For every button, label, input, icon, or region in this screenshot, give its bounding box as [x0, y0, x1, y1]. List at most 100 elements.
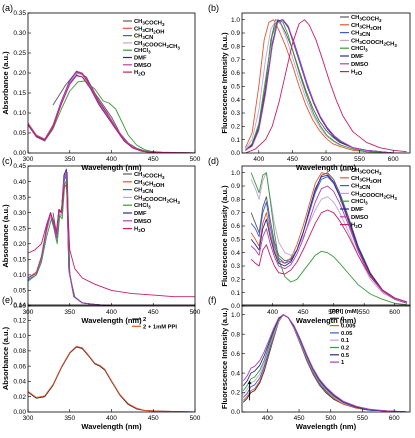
- x-tick-label: 550: [354, 156, 365, 163]
- series-line-chcl3: [250, 172, 407, 306]
- series-line-1: [242, 314, 407, 412]
- x-tick-label: 500: [190, 156, 201, 163]
- x-tick-label: 400: [106, 415, 117, 422]
- series-line-ch3cooch2ch3: [250, 172, 408, 304]
- legend-label: CH3COOCH2CH3: [134, 195, 180, 205]
- legend-label: 0.5: [341, 353, 350, 359]
- legend-label: CH3CH2OH: [351, 23, 381, 32]
- y-tick-label: 0.1: [231, 290, 240, 297]
- x-axis-label: Wavelength (nm): [296, 422, 357, 431]
- y-tick-label: 0.05: [13, 130, 26, 137]
- y-tick-label: 0.8: [231, 331, 240, 338]
- panel-label: (d): [208, 156, 219, 166]
- x-tick-label: 300: [23, 415, 34, 422]
- x-axis-label: Wavelength (nm): [296, 163, 357, 172]
- x-tick-label: 600: [388, 156, 399, 163]
- y-tick-label: 0.20: [13, 70, 26, 77]
- x-tick-label: 500: [321, 156, 332, 163]
- legend-label: CH3CH2OH: [134, 26, 164, 35]
- x-tick-label: 450: [148, 309, 159, 316]
- y-tick-label: 0.2: [231, 277, 240, 284]
- y-tick-label: 0.5: [231, 237, 240, 244]
- x-tick-label: 400: [267, 309, 278, 316]
- plot-frame: [241, 165, 411, 307]
- y-tick-label: 0.04: [13, 379, 26, 386]
- y-tick-label: 0.0: [231, 303, 240, 310]
- legend-label: CH3COCH3: [134, 172, 165, 180]
- legend-label: 2: [143, 317, 146, 323]
- y-tick-label: 0.0: [231, 409, 240, 416]
- series-line-ch3coch3: [52, 171, 195, 306]
- x-tick-label: 450: [287, 156, 298, 163]
- y-tick-label: 0.30: [13, 30, 26, 37]
- legend-label: CH3CN: [351, 31, 370, 39]
- x-tick-label: 350: [64, 156, 75, 163]
- y-tick-label: 0.8: [231, 44, 240, 51]
- x-tick-label: 350: [64, 415, 75, 422]
- legend-label: DMF: [351, 207, 364, 213]
- chart-panel-e: (e) 300 350 400 450 500 0.00 0.02 0.04 0.06 0.08 0.…: [1, 295, 201, 431]
- series-line-chcl3: [28, 80, 195, 153]
- legend-label: DMF: [134, 211, 147, 217]
- y-tick-label: 0.40: [13, 179, 26, 186]
- y-tick-label: 0.15: [13, 257, 26, 264]
- y-tick-label: 0.00: [13, 409, 26, 416]
- series-line-2: [28, 346, 195, 412]
- series-line-ch3cn: [28, 74, 195, 153]
- series-line-chcl3: [245, 19, 407, 153]
- series-line-ch3ch2oh: [28, 171, 195, 306]
- chart-panel-d: (d) 400 450 500 550 600 0.0 0.1 0.2 0.3 0.4 0.5 0.6 0…: [208, 156, 411, 325]
- series-line-dmf: [28, 71, 195, 153]
- y-tick-label: 0.6: [231, 351, 240, 358]
- y-tick-label: 0.4: [231, 370, 240, 377]
- plot-area: [242, 314, 407, 412]
- series-line-h2o: [28, 184, 195, 298]
- x-tick-label: 500: [325, 415, 336, 422]
- plot-area: [28, 168, 195, 306]
- legend: CH3COCH3CH3CH2OHCH3CNCH3COOCH2CH3CHCl3DM…: [340, 168, 397, 230]
- plot-frame: [27, 12, 196, 154]
- legend-label: H2O: [134, 70, 146, 78]
- x-axis-label: Wavelength (nm): [81, 163, 142, 172]
- series-line-dmso: [250, 185, 408, 304]
- legend-label: CH3CN: [134, 188, 153, 196]
- x-axis-label: Wavelength (nm): [81, 422, 142, 431]
- y-tick-label: 0.02: [13, 394, 26, 401]
- y-tick-label: 0.9: [231, 30, 240, 37]
- legend-label: DMSO: [134, 63, 152, 69]
- series-line-ch3ch2oh: [28, 70, 195, 153]
- y-tick-label: 1.0: [231, 312, 240, 319]
- x-tick-label: 450: [148, 415, 159, 422]
- y-tick-label: 0.2: [231, 124, 240, 131]
- y-axis-label: Absorbance (a.u.): [1, 326, 10, 390]
- series-line-dmf: [250, 174, 408, 303]
- legend: CH3COCH3CH3CH2OHCH3CNCH3COOCH2CH3CHCl3DM…: [340, 15, 397, 77]
- x-axis-label: Wavelength (nm): [296, 316, 357, 325]
- y-axis-label: Absorbance (a.u.): [1, 204, 10, 268]
- y-tick-label: 0.35: [13, 194, 26, 201]
- legend-label: 0.05: [341, 331, 353, 337]
- y-tick-label: 0.08: [13, 348, 26, 355]
- plot-area: [250, 172, 408, 306]
- series-line-ch3ch2oh: [244, 19, 407, 153]
- x-tick-label: 550: [359, 309, 370, 316]
- series-line-dmso: [245, 19, 407, 153]
- series-line-h2o: [28, 75, 195, 153]
- legend-label: CH3CH2OH: [134, 180, 164, 189]
- legend-label: DMF: [351, 54, 364, 60]
- series-line-ch3cn: [28, 174, 195, 306]
- legend-label: CHCl3: [351, 199, 368, 206]
- legend-label: CH3COOCH2CH3: [351, 191, 397, 201]
- x-tick-label: 350: [64, 309, 75, 316]
- x-tick-label: 300: [23, 156, 34, 163]
- y-tick-label: 0.12: [13, 317, 26, 324]
- y-tick-label: 0.7: [231, 57, 240, 64]
- legend-label: DMSO: [351, 62, 369, 68]
- legend-label: CHCl3: [134, 203, 151, 210]
- series-line-dmf: [28, 168, 195, 306]
- series-line-h2o: [245, 19, 407, 153]
- legend-label: CHCl3: [351, 46, 368, 53]
- y-axis-label: Fluorescence Intensity (a.u.): [220, 32, 229, 134]
- series-line-ch3ch2oh: [250, 172, 408, 304]
